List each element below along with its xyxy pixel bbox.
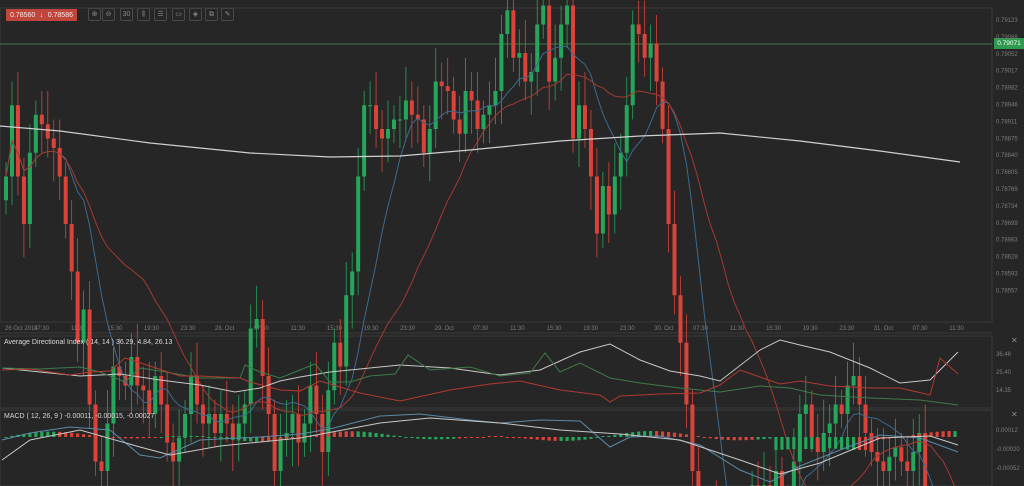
svg-text:0.79123: 0.79123 <box>996 18 1018 24</box>
svg-text:15:30: 15:30 <box>546 326 562 332</box>
svg-text:0.78982: 0.78982 <box>996 86 1018 92</box>
svg-text:11:30: 11:30 <box>949 326 964 332</box>
svg-text:0.78663: 0.78663 <box>996 238 1018 244</box>
svg-text:0.78628: 0.78628 <box>996 255 1018 261</box>
timeframe-icon: 30 <box>122 11 131 18</box>
svg-text:0.78840: 0.78840 <box>996 153 1018 159</box>
svg-text:11:30: 11:30 <box>730 326 745 332</box>
svg-text:0.79088: 0.79088 <box>996 35 1018 41</box>
svg-text:14.35: 14.35 <box>996 388 1012 394</box>
svg-text:11:30: 11:30 <box>510 326 525 332</box>
svg-text:31. Oct: 31. Oct <box>874 326 894 332</box>
svg-text:19:30: 19:30 <box>144 326 160 332</box>
svg-text:0.78769: 0.78769 <box>996 187 1018 193</box>
current-price-label: 0.79071 <box>994 38 1024 49</box>
svg-text:11:30: 11:30 <box>291 326 306 332</box>
image-icon: ▭ <box>175 11 182 18</box>
svg-text:23:30: 23:30 <box>839 326 855 332</box>
svg-text:15:30: 15:30 <box>766 326 782 332</box>
arrow-down-icon: ↓ <box>39 11 44 19</box>
svg-text:07:30: 07:30 <box>912 326 928 332</box>
svg-text:15:30: 15:30 <box>327 326 343 332</box>
svg-text:0.00012: 0.00012 <box>996 428 1018 434</box>
svg-text:28. Oct: 28. Oct <box>215 326 235 332</box>
svg-text:0.78699: 0.78699 <box>996 221 1018 227</box>
svg-text:19:30: 19:30 <box>583 326 599 332</box>
svg-text:-0.00020: -0.00020 <box>996 447 1020 453</box>
svg-text:0.79052: 0.79052 <box>996 52 1018 58</box>
svg-text:07:30: 07:30 <box>34 326 50 332</box>
zoom-out-icon: ⊖ <box>105 11 112 18</box>
svg-text:0.78875: 0.78875 <box>996 136 1018 142</box>
svg-text:07:30: 07:30 <box>473 326 489 332</box>
svg-text:30. Oct: 30. Oct <box>654 326 674 332</box>
svg-text:15:30: 15:30 <box>107 326 123 332</box>
candlestick-icon: ⫼ <box>141 11 146 18</box>
zoom-in-icon: ⊕ <box>91 11 98 18</box>
svg-text:0.78805: 0.78805 <box>996 170 1018 176</box>
indicators-icon: ☰ <box>157 11 164 18</box>
adx-close-icon[interactable]: ✕ <box>1011 336 1018 345</box>
svg-text:07:30: 07:30 <box>693 326 709 332</box>
svg-text:23:30: 23:30 <box>180 326 196 332</box>
tag-icon: ◈ <box>192 11 199 18</box>
pencil-icon: ✎ <box>224 11 231 18</box>
svg-text:23:30: 23:30 <box>400 326 416 332</box>
svg-text:0.79017: 0.79017 <box>996 69 1018 75</box>
adx-title: Average Directional Index ( 14, 14 ) 36.… <box>4 339 173 346</box>
svg-text:19:30: 19:30 <box>803 326 819 332</box>
svg-text:0.78911: 0.78911 <box>996 119 1018 125</box>
svg-text:-0.00052: -0.00052 <box>996 466 1020 472</box>
svg-text:36.46: 36.46 <box>996 352 1012 358</box>
ask-price: 0.78586 <box>47 11 73 19</box>
svg-text:19:30: 19:30 <box>363 326 379 332</box>
macd-title: MACD ( 12, 26, 9 ) -0.00011, -0.00015, -… <box>4 413 155 420</box>
svg-text:0.78946: 0.78946 <box>996 103 1018 109</box>
svg-text:25.40: 25.40 <box>996 370 1012 376</box>
svg-text:0.78734: 0.78734 <box>996 204 1018 210</box>
svg-text:29. Oct: 29. Oct <box>435 326 455 332</box>
svg-text:23:30: 23:30 <box>620 326 636 332</box>
svg-text:0.78557: 0.78557 <box>996 288 1018 294</box>
bid-price: 0.78560 <box>10 11 36 19</box>
price-badge[interactable]: 0.78560 ↓ 0.78586 <box>6 9 77 21</box>
macd-close-icon[interactable]: ✕ <box>1011 410 1018 419</box>
edit-icon: ⧉ <box>209 11 214 18</box>
svg-text:0.78593: 0.78593 <box>996 272 1018 278</box>
svg-text:26 Oct 2014: 26 Oct 2014 <box>5 326 38 332</box>
